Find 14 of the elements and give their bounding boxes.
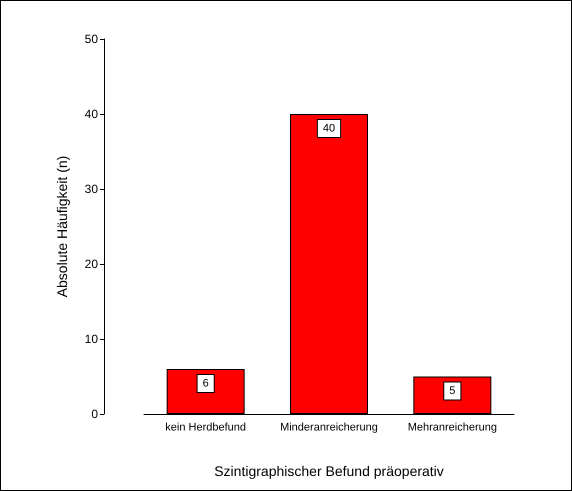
data-label: 40 bbox=[322, 122, 336, 134]
x-tick-label: Minderanreicherung bbox=[280, 422, 378, 434]
y-tick-label: 20 bbox=[84, 257, 98, 271]
y-tick-label: 50 bbox=[84, 32, 98, 46]
y-tick-label: 0 bbox=[91, 407, 98, 421]
x-tick-label: Mehranreicherung bbox=[408, 422, 497, 434]
y-tick-label: 40 bbox=[84, 107, 98, 121]
y-tick-label: 30 bbox=[84, 182, 98, 196]
x-tick-label: kein Herdbefund bbox=[165, 422, 246, 434]
y-tick-label: 10 bbox=[84, 332, 98, 346]
data-label: 5 bbox=[449, 385, 456, 397]
y-axis-title: Absolute Häufigkeit (n) bbox=[54, 156, 70, 298]
x-axis-title: Szintigraphischer Befund präoperativ bbox=[214, 463, 444, 479]
data-label: 6 bbox=[202, 378, 209, 390]
